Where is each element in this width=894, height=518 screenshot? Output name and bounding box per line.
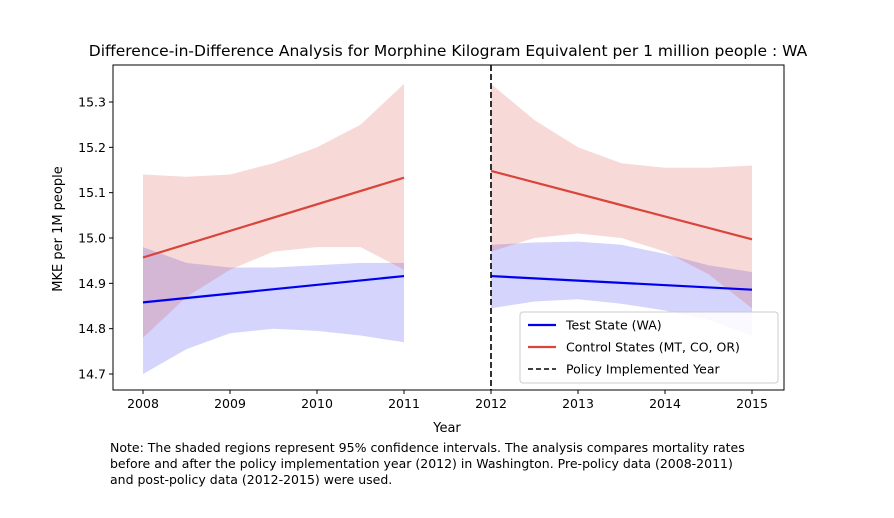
trend-line-test-pre [142, 274, 405, 304]
chart-title: Difference-in-Difference Analysis for Mo… [89, 42, 808, 60]
y-tick-label: 15.3 [78, 95, 106, 110]
x-tick-label: 2011 [388, 396, 420, 411]
y-tick-label: 14.8 [78, 321, 106, 336]
y-axis-label: MKE per 1M people [51, 166, 66, 292]
plot-area: 2008 2009 2010 2011 2012 2013 2014 2015 14.7 14.8… [78, 64, 785, 411]
trend-line-test-post [490, 274, 753, 291]
x-axis-label: Year [432, 421, 461, 436]
y-tick-label: 14.9 [78, 276, 106, 291]
x-tick-label: 2015 [736, 396, 768, 411]
plot-frame [112, 64, 785, 391]
ci-band-test-pre [143, 247, 404, 374]
ci-band-control-pre [143, 83, 404, 338]
chart: Difference-in-Difference Analysis for Mo… [51, 42, 808, 436]
legend-label: Control States (MT, CO, OR) [566, 340, 740, 355]
x-tick-label: 2008 [127, 396, 159, 411]
legend-label: Test State (WA) [565, 318, 662, 333]
y-tick-label: 15.1 [78, 185, 106, 200]
x-tick-label: 2014 [649, 396, 681, 411]
x-tick-label: 2013 [562, 396, 594, 411]
legend-box [519, 311, 779, 384]
y-tick-label: 14.7 [78, 367, 106, 382]
trend-line-control-post [490, 169, 753, 241]
y-tick-label: 15.2 [78, 140, 106, 155]
footnote: Note: The shaded regions represent 95% c… [110, 440, 745, 487]
legend-label: Policy Implemented Year [566, 362, 721, 377]
y-tick-label: 15.0 [78, 231, 106, 246]
x-tick-label: 2009 [214, 396, 246, 411]
x-tick-label: 2012 [475, 396, 507, 411]
trend-line-control-pre [142, 176, 405, 259]
ci-band-control-post [491, 83, 752, 309]
x-tick-label: 2010 [301, 396, 333, 411]
